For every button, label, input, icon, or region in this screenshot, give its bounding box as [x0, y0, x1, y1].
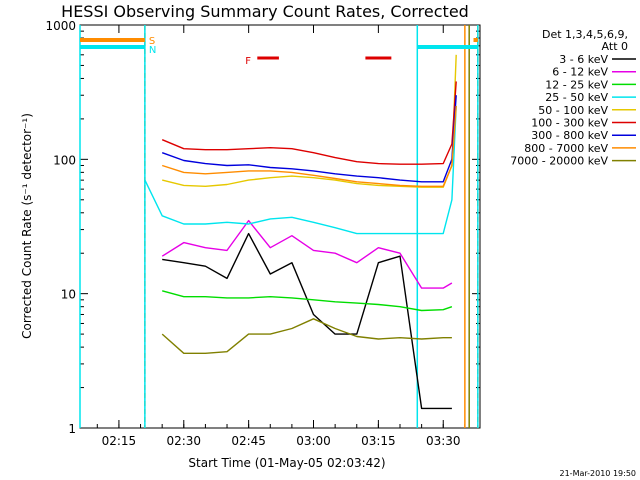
y-tick-label: 10 — [61, 288, 76, 302]
marker-label: F — [245, 56, 251, 67]
vertical-markers — [79, 25, 479, 428]
y-axis-ticks: 1 10 100 1000 — [45, 19, 480, 436]
legend-title: Att 0 — [602, 40, 628, 53]
legend-entry-label: 12 - 25 keV — [545, 78, 608, 91]
x-tick-label: 03:15 — [361, 434, 396, 448]
y-axis-label: Corrected Count Rate (s⁻¹ detector⁻¹) — [20, 113, 34, 339]
x-tick-label: 03:30 — [426, 434, 461, 448]
series-lines — [144, 54, 457, 410]
marker-label: N — [149, 45, 156, 56]
legend-entry-label: 6 - 12 keV — [552, 66, 608, 79]
series-line — [161, 318, 452, 354]
x-tick-label: 02:15 — [102, 434, 137, 448]
plot-frame — [79, 24, 481, 429]
x-tick-label: 02:45 — [231, 434, 266, 448]
footer-timestamp: 21-Mar-2010 19:50 — [560, 469, 637, 478]
series-line — [162, 54, 457, 188]
x-tick-label: 03:00 — [296, 434, 331, 448]
x-axis-ticks: 02:15 02:30 02:45 03:00 03:15 03:30 — [96, 25, 466, 448]
legend-entry-label: 100 - 300 keV — [531, 117, 608, 130]
legend-entry-label: 300 - 800 keV — [531, 129, 608, 142]
x-tick-label: 02:30 — [166, 434, 201, 448]
series-line — [161, 219, 453, 289]
chart-title: HESSI Observing Summary Count Rates, Cor… — [61, 2, 469, 21]
interval-bars: SN F — [80, 36, 478, 67]
legend-entry-label: 25 - 50 keV — [545, 91, 608, 104]
y-tick-label: 1000 — [45, 19, 76, 33]
y-tick-label: 100 — [53, 153, 76, 167]
series-line — [162, 232, 452, 410]
legend-entry-label: 800 - 7000 keV — [524, 142, 608, 155]
series-line — [161, 81, 457, 165]
legend-entry-label: 7000 - 20000 keV — [510, 155, 608, 168]
x-axis-label: Start Time (01-May-05 02:03:42) — [188, 456, 385, 470]
marker-label: S — [149, 36, 155, 47]
legend-title: Det 1,3,4,5,6,9, — [542, 28, 628, 41]
series-line — [161, 105, 457, 187]
legend-entry-label: 50 - 100 keV — [538, 104, 608, 117]
series-line — [162, 290, 453, 312]
series-line — [144, 105, 457, 235]
y-tick-label: 1 — [68, 422, 76, 436]
legend-entry-label: 3 - 6 keV — [559, 53, 608, 66]
series-line — [161, 95, 457, 183]
